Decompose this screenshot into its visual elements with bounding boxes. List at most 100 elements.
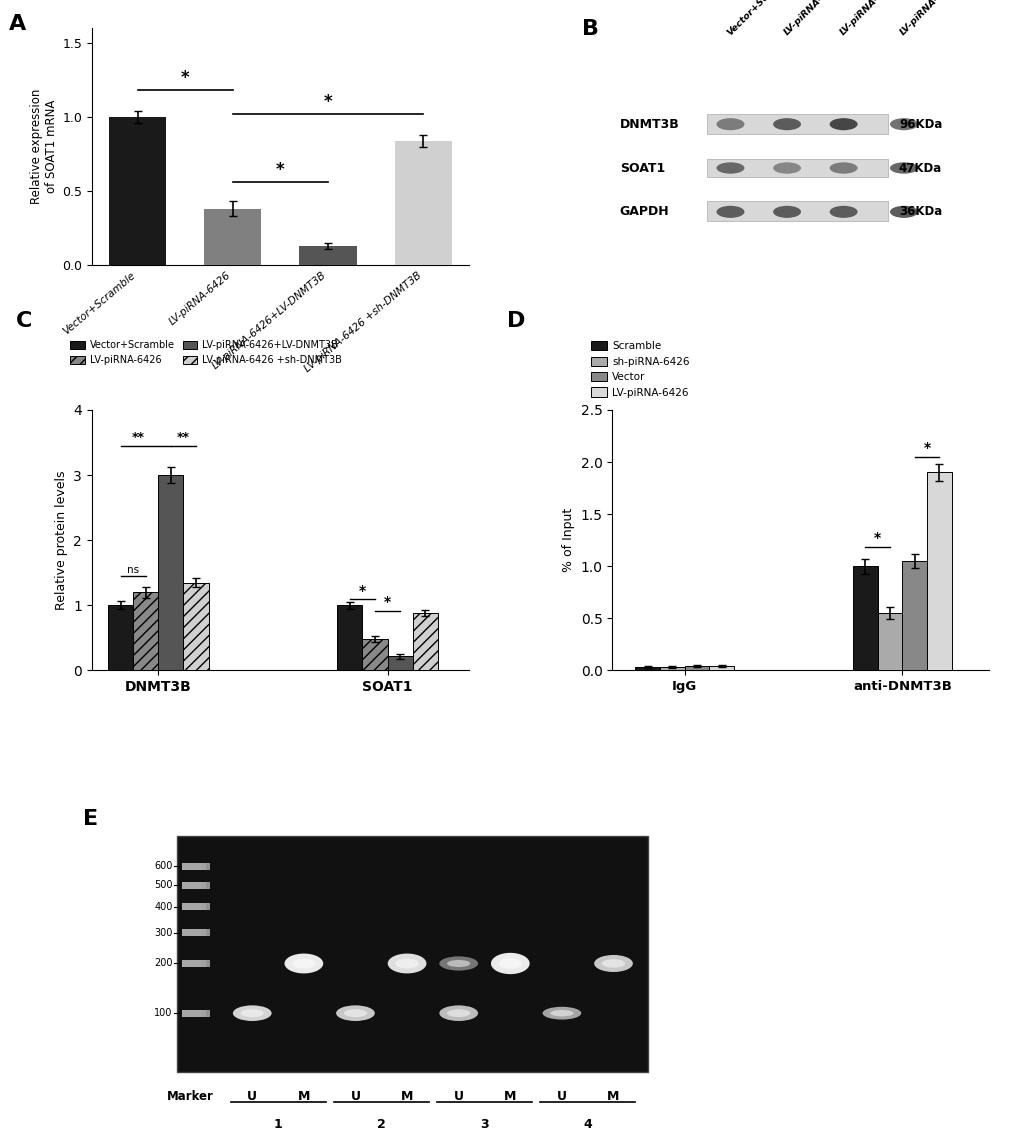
Text: M: M [298, 1089, 310, 1103]
FancyBboxPatch shape [181, 960, 206, 967]
Bar [684, 667, 709, 670]
Text: **: ** [131, 432, 145, 444]
Bar [158, 475, 183, 670]
Text: 300: 300 [154, 928, 172, 938]
FancyBboxPatch shape [181, 960, 197, 967]
FancyBboxPatch shape [181, 1010, 206, 1017]
FancyBboxPatch shape [706, 113, 887, 133]
Y-axis label: % of Input: % of Input [561, 508, 575, 572]
Ellipse shape [890, 119, 917, 130]
Ellipse shape [772, 119, 800, 130]
FancyBboxPatch shape [181, 881, 202, 889]
Y-axis label: Relative protein levels: Relative protein levels [55, 470, 67, 610]
Bar [108, 606, 133, 670]
FancyBboxPatch shape [177, 836, 648, 1072]
FancyBboxPatch shape [181, 881, 210, 889]
Text: D: D [506, 311, 525, 331]
Text: *: * [359, 583, 366, 598]
Ellipse shape [292, 958, 315, 968]
Bar [109, 118, 166, 266]
Ellipse shape [387, 954, 426, 973]
Text: 400: 400 [154, 902, 172, 912]
Text: Marker: Marker [167, 1089, 214, 1103]
Text: SOAT1: SOAT1 [620, 162, 664, 174]
Text: 3: 3 [480, 1118, 488, 1130]
Text: U: U [453, 1089, 464, 1103]
Y-axis label: Relative expression
of SOAT1 mRNA: Relative expression of SOAT1 mRNA [30, 89, 58, 205]
FancyBboxPatch shape [181, 1010, 202, 1017]
FancyBboxPatch shape [181, 863, 210, 870]
Text: *: * [276, 162, 284, 180]
Text: M: M [606, 1089, 620, 1103]
Ellipse shape [828, 206, 857, 218]
Text: U: U [556, 1089, 567, 1103]
Text: 47KDa: 47KDa [898, 162, 942, 174]
Ellipse shape [601, 959, 625, 967]
Legend: Vector+Scramble, LV-piRNA-6426, LV-piRNA-6426+LV-DNMT3B, LV-piRNA-6426 +sh-DNMT3: Vector+Scramble, LV-piRNA-6426, LV-piRNA… [66, 337, 345, 370]
Legend: Scramble, sh-piRNA-6426, Vector, LV-piRNA-6426: Scramble, sh-piRNA-6426, Vector, LV-piRN… [587, 337, 693, 402]
Bar [394, 141, 451, 266]
Ellipse shape [343, 1009, 367, 1017]
FancyBboxPatch shape [181, 881, 197, 889]
FancyBboxPatch shape [181, 903, 197, 910]
Text: E: E [83, 809, 98, 829]
Text: *: * [922, 441, 929, 454]
Ellipse shape [828, 119, 857, 130]
Ellipse shape [336, 1006, 374, 1022]
Ellipse shape [498, 958, 522, 968]
Text: *: * [873, 531, 880, 546]
Ellipse shape [890, 206, 917, 218]
Ellipse shape [550, 1010, 573, 1016]
Text: 200: 200 [154, 958, 172, 968]
Bar [876, 614, 902, 670]
Bar [659, 668, 684, 670]
Text: M: M [503, 1089, 516, 1103]
Ellipse shape [715, 163, 744, 174]
Text: DNMT3B: DNMT3B [620, 118, 679, 131]
Ellipse shape [446, 959, 470, 967]
Bar [926, 472, 951, 670]
Text: LV-piRNA-6426+LV-DNMT3B: LV-piRNA-6426+LV-DNMT3B [838, 0, 949, 37]
Ellipse shape [232, 1006, 271, 1022]
Bar [902, 560, 926, 670]
Bar [852, 566, 876, 670]
Text: A: A [9, 14, 26, 34]
Ellipse shape [439, 956, 478, 971]
FancyBboxPatch shape [181, 863, 197, 870]
Ellipse shape [890, 163, 917, 174]
Ellipse shape [490, 953, 529, 974]
Text: ns: ns [127, 565, 140, 575]
Text: 1: 1 [273, 1118, 282, 1130]
Bar [413, 614, 437, 670]
Ellipse shape [240, 1009, 264, 1017]
FancyBboxPatch shape [181, 929, 206, 937]
Bar [133, 592, 158, 670]
Bar [300, 246, 357, 266]
Ellipse shape [715, 119, 744, 130]
Text: 100: 100 [154, 1008, 172, 1018]
Bar [337, 606, 362, 670]
FancyBboxPatch shape [181, 960, 202, 967]
Ellipse shape [594, 955, 632, 972]
Text: U: U [247, 1089, 257, 1103]
FancyBboxPatch shape [706, 201, 887, 221]
FancyBboxPatch shape [181, 929, 202, 937]
Text: 2: 2 [377, 1118, 385, 1130]
Bar [635, 668, 659, 670]
Text: M: M [400, 1089, 413, 1103]
FancyBboxPatch shape [181, 903, 206, 910]
Ellipse shape [395, 958, 418, 968]
FancyBboxPatch shape [181, 863, 206, 870]
FancyBboxPatch shape [181, 960, 210, 967]
Ellipse shape [542, 1007, 581, 1019]
Ellipse shape [772, 206, 800, 218]
FancyBboxPatch shape [181, 881, 206, 889]
FancyBboxPatch shape [181, 1010, 197, 1017]
Text: **: ** [177, 432, 190, 444]
Text: 4: 4 [583, 1118, 591, 1130]
FancyBboxPatch shape [181, 863, 202, 870]
Text: C: C [16, 311, 33, 331]
Text: 600: 600 [154, 861, 172, 871]
FancyBboxPatch shape [181, 929, 210, 937]
FancyBboxPatch shape [181, 929, 197, 937]
